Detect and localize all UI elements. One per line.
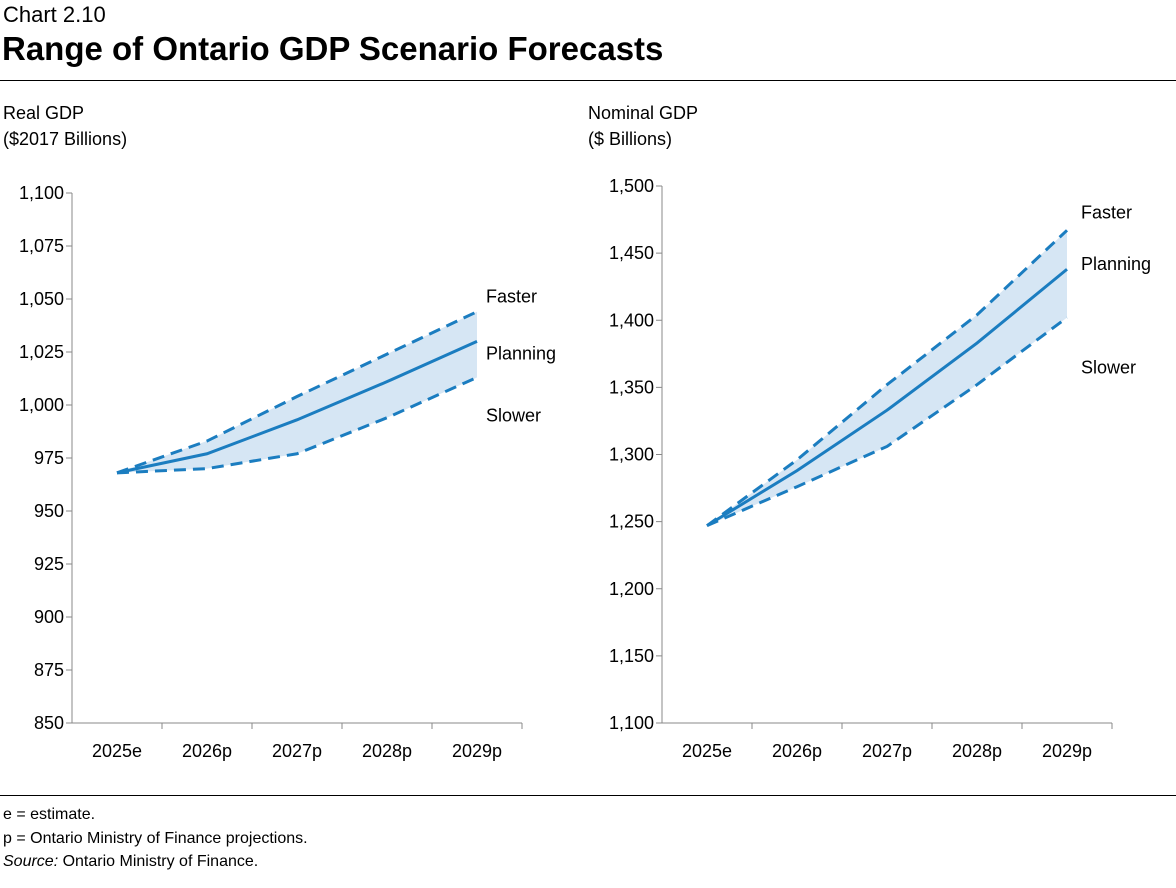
series-label-slower: Slower: [1081, 358, 1136, 378]
y-tick-label: 1,000: [19, 395, 64, 415]
x-tick-label: 2029p: [1042, 741, 1092, 761]
y-tick-label: 1,400: [609, 310, 654, 330]
left-unit-label: Real GDP ($2017 Billions): [3, 103, 128, 149]
y-tick-label: 1,150: [609, 646, 654, 666]
y-tick-label: 1,250: [609, 512, 654, 532]
footnotes: e = estimate. p = Ontario Ministry of Fi…: [3, 803, 308, 874]
chart-title: Range of Ontario GDP Scenario Forecasts: [2, 30, 664, 67]
y-tick-label: 950: [34, 501, 64, 521]
series-line-faster: [116, 310, 478, 475]
series-line-faster: [706, 229, 1069, 527]
y-tick-label: 850: [34, 713, 64, 733]
note-source: Source: Ontario Ministry of Finance.: [3, 853, 259, 870]
x-tick-label: 2028p: [362, 741, 412, 761]
y-tick-label: 1,200: [609, 579, 654, 599]
chart-number: Chart 2.10: [3, 2, 106, 27]
note-estimate: e = estimate.: [3, 806, 96, 823]
y-tick-label: 1,100: [609, 713, 654, 733]
y-tick-label: 875: [34, 660, 64, 680]
y-tick-label: 1,300: [609, 445, 654, 465]
x-tick-label: 2029p: [452, 741, 502, 761]
y-tick-label: 1,075: [19, 236, 64, 256]
y-tick-label: 1,100: [19, 183, 64, 203]
scenario-range-band: [117, 311, 477, 473]
series-line-planning: [706, 268, 1068, 527]
x-tick-label: 2028p: [952, 741, 1002, 761]
series-line-slower: [706, 316, 1068, 528]
series-line-planning: [116, 340, 478, 475]
series-line-slower: [116, 376, 478, 475]
x-tick-label: 2025e: [92, 741, 142, 761]
right-unit-label: Nominal GDP ($ Billions): [588, 103, 699, 149]
x-tick-label: 2026p: [772, 741, 822, 761]
y-tick-label: 1,450: [609, 243, 654, 263]
x-tick-label: 2026p: [182, 741, 232, 761]
y-tick-label: 975: [34, 448, 64, 468]
y-tick-label: 1,050: [19, 289, 64, 309]
y-tick-label: 925: [34, 554, 64, 574]
scenario-range-band: [707, 230, 1067, 526]
y-tick-label: 1,350: [609, 377, 654, 397]
top-rule: [0, 80, 1176, 81]
x-tick-label: 2027p: [862, 741, 912, 761]
series-label-slower: Slower: [486, 405, 541, 425]
series-label-planning: Planning: [486, 343, 556, 363]
note-projection: p = Ontario Ministry of Finance projecti…: [3, 829, 308, 847]
x-tick-label: 2025e: [682, 741, 732, 761]
series-label-faster: Faster: [486, 287, 537, 307]
y-tick-label: 900: [34, 607, 64, 627]
y-tick-label: 1,500: [609, 176, 654, 196]
series-label-planning: Planning: [1081, 254, 1151, 274]
series-label-faster: Faster: [1081, 202, 1132, 222]
x-tick-label: 2027p: [272, 741, 322, 761]
y-tick-label: 1,025: [19, 342, 64, 362]
bottom-rule: [0, 795, 1176, 796]
